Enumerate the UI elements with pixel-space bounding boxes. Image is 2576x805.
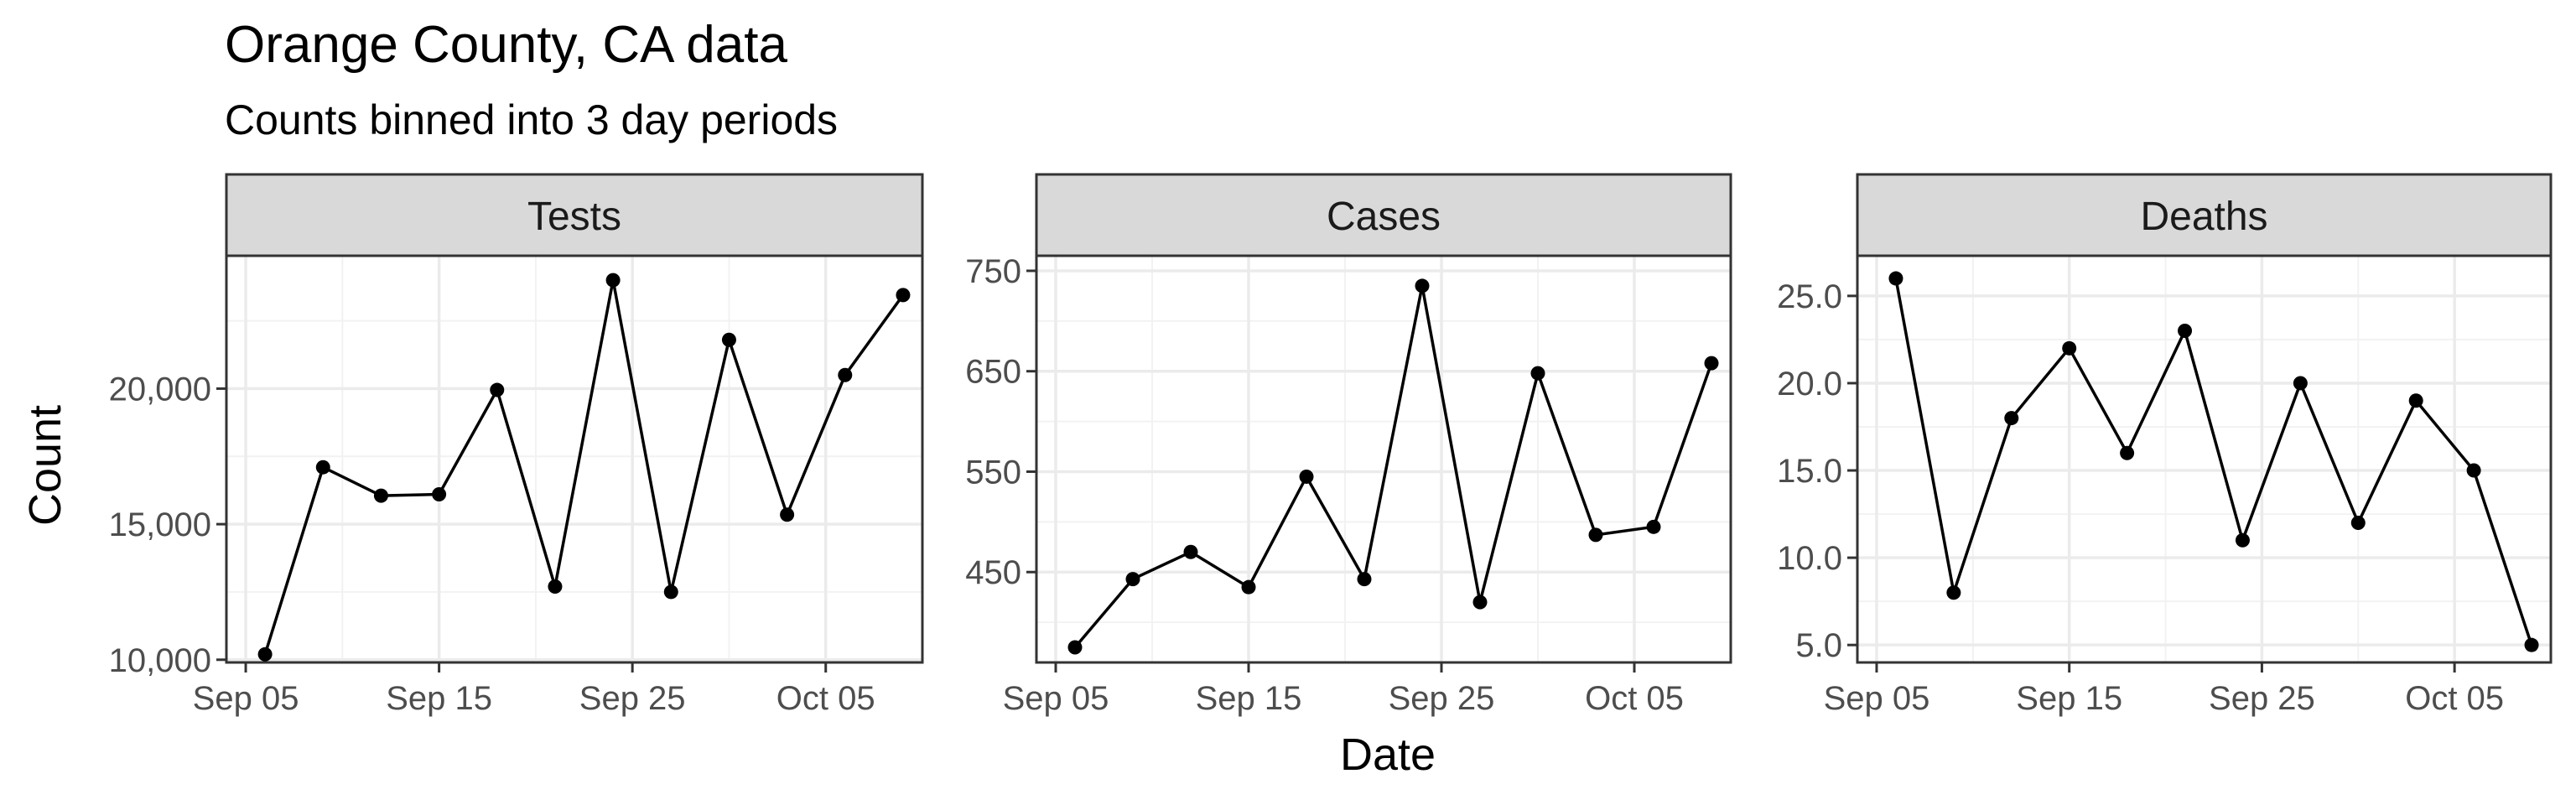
- x-tick-label: Sep 15: [386, 680, 492, 717]
- data-point: [1946, 585, 1961, 600]
- x-tick-label: Sep 15: [1196, 680, 1302, 717]
- y-tick-label: 20.0: [1777, 366, 1842, 402]
- panel-tests: Tests 10,000 15,000 20,000 Sep 05 Sep 15 Sep 2…: [109, 173, 924, 717]
- data-point: [2466, 463, 2481, 478]
- y-tick-label: 650: [965, 354, 1021, 391]
- x-tick-label: Sep 25: [2209, 680, 2315, 717]
- strip-background: [1035, 173, 1732, 257]
- data-point: [721, 332, 736, 347]
- data-point: [838, 367, 853, 382]
- data-point: [605, 273, 621, 288]
- chart-subtitle: Counts binned into 3 day periods: [225, 96, 838, 143]
- y-tick-label: 20,000: [109, 371, 211, 408]
- strip-background: [225, 173, 924, 257]
- data-point: [1704, 356, 1719, 371]
- panel-border: [1035, 254, 1732, 664]
- data-point: [373, 488, 388, 503]
- panel-cases: Cases 450 550 650 750 Sep 05 Sep 15 Sep 25 Oct 0…: [965, 173, 1732, 717]
- strip-label: Cases: [1327, 195, 1441, 239]
- strip-label: Tests: [527, 195, 621, 239]
- data-point: [2178, 324, 2193, 339]
- data-point: [663, 584, 678, 600]
- data-point: [1125, 572, 1140, 587]
- x-axis-label: Date: [1340, 730, 1436, 780]
- data-point: [1067, 640, 1083, 655]
- y-tick-label: 450: [965, 554, 1021, 591]
- data-point: [2524, 637, 2539, 652]
- x-tick-label: Sep 25: [1389, 680, 1495, 717]
- x-tick-label: Oct 05: [2405, 680, 2504, 717]
- data-point: [896, 288, 911, 303]
- data-point: [2408, 393, 2423, 408]
- data-point: [1646, 519, 1661, 534]
- strip-label: Deaths: [2140, 195, 2267, 239]
- x-tick-label: Sep 05: [1824, 680, 1930, 717]
- y-tick-label: 5.0: [1795, 627, 1842, 664]
- y-axis-label: Count: [20, 405, 70, 526]
- series-line: [1073, 284, 1713, 649]
- data-point: [1415, 278, 1430, 293]
- y-tick-label: 10.0: [1777, 540, 1842, 577]
- panel-border: [1856, 254, 2553, 664]
- x-tick-label: Sep 25: [579, 680, 686, 717]
- data-point: [1241, 579, 1256, 595]
- y-tick-label: 750: [965, 253, 1021, 290]
- data-point: [432, 487, 447, 502]
- y-tick-label: 550: [965, 454, 1021, 491]
- x-tick-label: Sep 05: [1003, 680, 1109, 717]
- data-point: [2062, 340, 2077, 356]
- data-point: [1472, 595, 1488, 610]
- data-point: [1530, 366, 1545, 381]
- x-tick-label: Sep 15: [2016, 680, 2122, 717]
- data-point: [2004, 411, 2019, 426]
- series-line: [263, 278, 905, 655]
- data-point: [490, 382, 505, 397]
- panel-deaths: Deaths 5.0 10.0 15.0 20.0 25.0 Sep 05 Sep 15 Sep…: [1777, 173, 2553, 717]
- data-point: [1357, 572, 1372, 587]
- strip-background: [1856, 173, 2553, 257]
- data-point: [257, 647, 273, 662]
- y-tick-label: 25.0: [1777, 278, 1842, 315]
- data-point: [1588, 527, 1603, 543]
- data-point: [315, 460, 330, 475]
- data-point: [2120, 445, 2135, 460]
- data-point: [2350, 515, 2366, 530]
- data-point: [780, 507, 795, 522]
- series-line: [1894, 278, 2533, 646]
- chart-title: Orange County, CA data: [225, 16, 787, 74]
- x-tick-label: Oct 05: [1585, 680, 1684, 717]
- data-point: [2293, 376, 2308, 391]
- x-tick-label: Oct 05: [776, 680, 875, 717]
- data-point: [548, 579, 563, 594]
- x-tick-label: Sep 05: [193, 680, 299, 717]
- data-point: [1299, 469, 1314, 484]
- data-point: [1183, 544, 1198, 559]
- y-tick-label: 15.0: [1777, 453, 1842, 490]
- y-tick-label: 10,000: [109, 642, 211, 679]
- data-point: [2235, 532, 2250, 548]
- panels: Tests 10,000 15,000 20,000 Sep 05 Sep 15 Sep 2…: [109, 173, 2553, 717]
- data-point: [1888, 271, 1903, 286]
- y-tick-label: 15,000: [109, 506, 211, 543]
- panel-border: [225, 254, 924, 664]
